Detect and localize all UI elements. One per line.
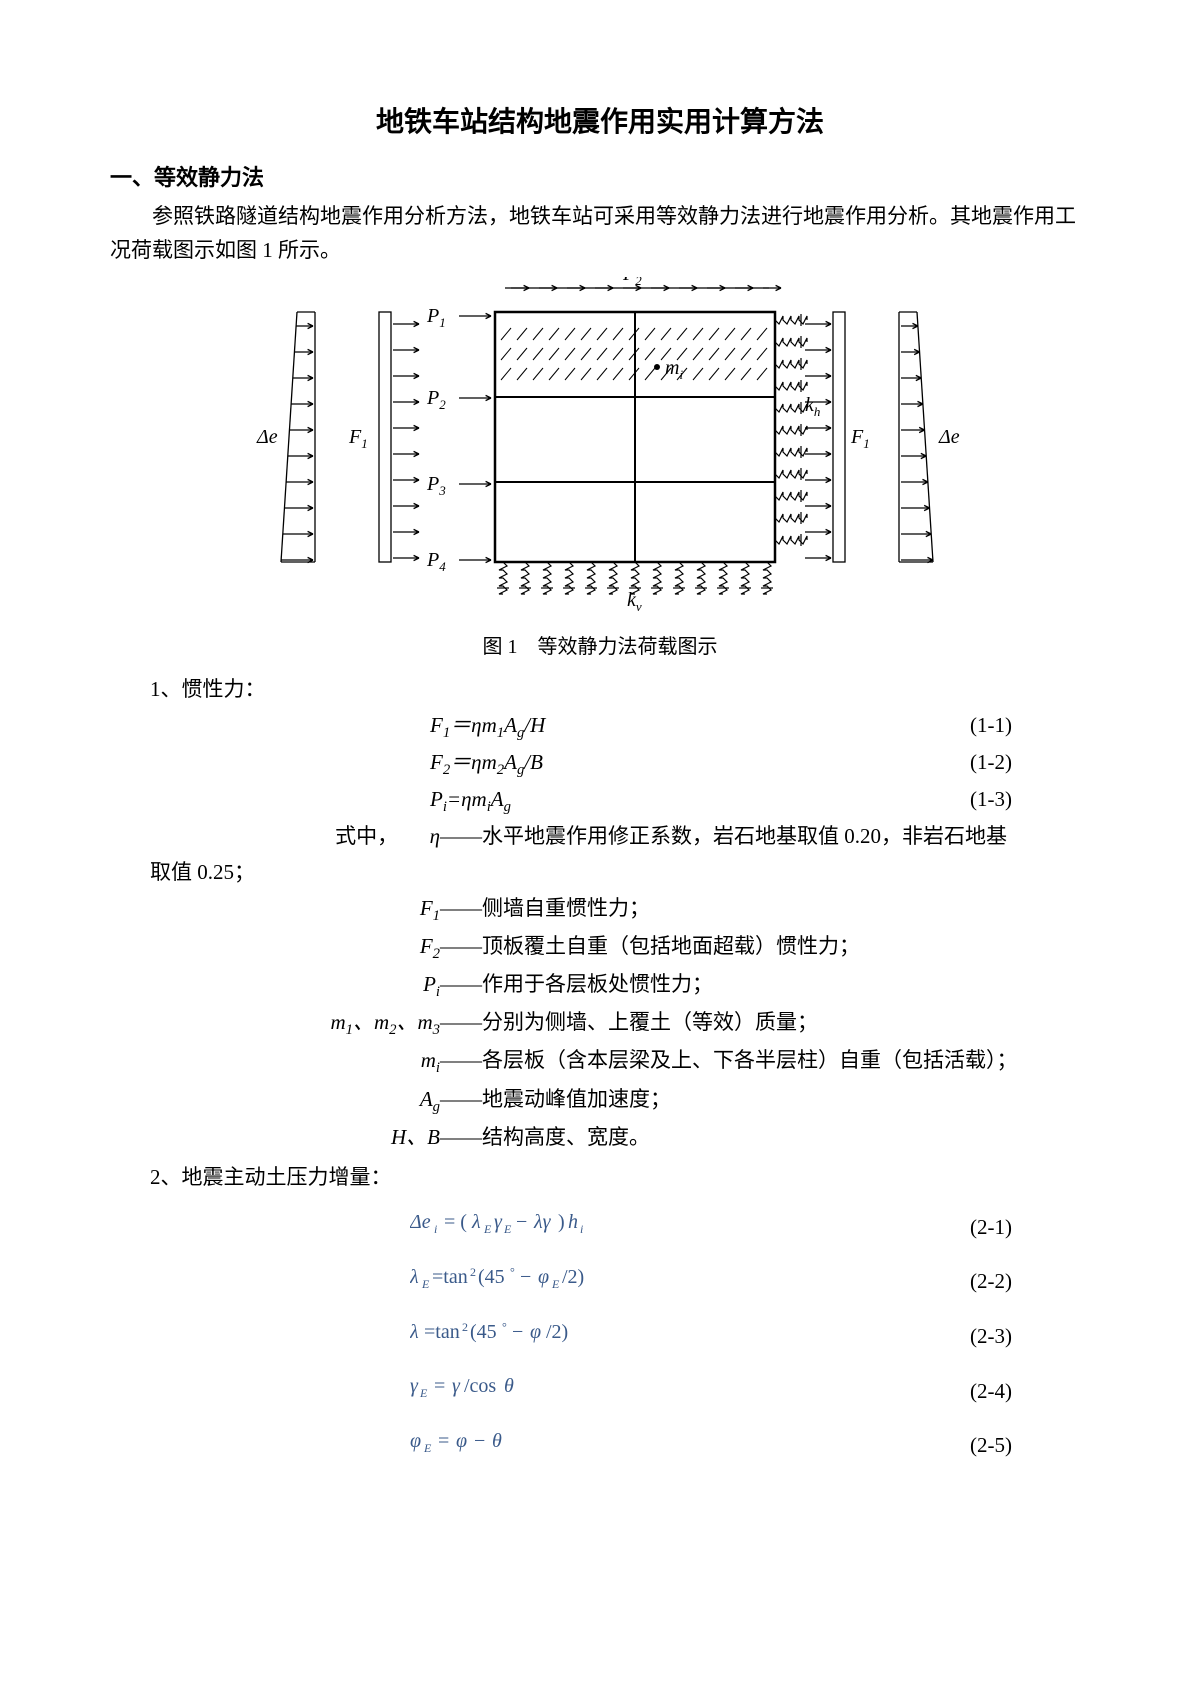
svg-text:/2): /2) [562, 1266, 584, 1288]
equation-number: (1-2) [970, 746, 1090, 780]
svg-text:=: = [438, 1430, 449, 1452]
svg-text:Δe: Δe [410, 1211, 431, 1233]
figure-1: mi kv kh F2 P1 P2 P3 P4 F1 Δe F1 Δe [110, 277, 1090, 622]
svg-text:−: − [474, 1430, 485, 1452]
svg-text:E: E [551, 1277, 560, 1290]
equation-body: F1＝ηm1Ag/H [430, 709, 970, 746]
svg-text:−: − [516, 1211, 527, 1233]
svg-text:P4: P4 [426, 549, 446, 574]
equation-row: F1＝ηm1Ag/H(1-1) [110, 709, 1090, 746]
equation-body: λE=tan2(45°−φE/2) [410, 1264, 970, 1301]
svg-text:Δe: Δe [938, 426, 960, 448]
equation-body: F2＝ηm2Ag/B [430, 746, 970, 783]
svg-text:2: 2 [462, 1320, 468, 1334]
where-line: mi——各层板（含本层梁及上、下各半层柱）自重（包括活载）； [180, 1043, 1090, 1081]
svg-text:E: E [483, 1222, 492, 1235]
where-line: F2——顶板覆土自重（包括地面超载）惯性力； [180, 929, 1090, 967]
equation-number: (2-3) [970, 1320, 1090, 1354]
svg-text:Δe: Δe [256, 426, 278, 448]
where-line: F1——侧墙自重惯性力； [180, 891, 1090, 929]
where-line: m1、m2、m3——分别为侧墙、上覆土（等效）质量； [180, 1005, 1090, 1043]
svg-text:λ: λ [471, 1211, 481, 1233]
section-1-heading: 一、等效静力法 [110, 160, 1090, 192]
equation-number: (2-1) [970, 1211, 1090, 1245]
svg-text:mi: mi [665, 357, 683, 382]
equation-number: (2-2) [970, 1265, 1090, 1299]
svg-text:λ: λ [410, 1321, 419, 1343]
equation-row: γE=γ/cosθ(2-4) [110, 1373, 1090, 1410]
svg-text:E: E [423, 1441, 432, 1454]
equation-body: Pi=ηmiAg [430, 783, 970, 820]
svg-text:−: − [512, 1321, 523, 1343]
equations-pressure: Δei= (λEγE−λγ)hi(2-1)λE=tan2(45°−φE/2)(2… [110, 1209, 1090, 1464]
svg-text:(45: (45 [478, 1266, 505, 1288]
svg-text:E: E [419, 1386, 428, 1399]
where-block: 式中， η——水平地震作用修正系数，岩石地基取值 0.20，非岩石地基取值 0.… [110, 819, 1090, 1155]
svg-text:=: = [434, 1375, 445, 1397]
svg-text:/2): /2) [546, 1321, 568, 1343]
where-line: Ag——地震动峰值加速度； [180, 1082, 1090, 1120]
equation-row: φE=φ−θ(2-5) [110, 1428, 1090, 1465]
page-title: 地铁车站结构地震作用实用计算方法 [110, 100, 1090, 140]
svg-text:P2: P2 [426, 387, 446, 412]
section-1-paragraph: 参照铁路隧道结构地震作用分析方法，地铁车站可采用等效静力法进行地震作用分析。其地… [110, 200, 1090, 267]
equation-row: λ=tan2(45 °−φ/2) (2-3) [110, 1319, 1090, 1356]
svg-text:F1: F1 [850, 426, 870, 451]
figure-1-svg: mi kv kh F2 P1 P2 P3 P4 F1 Δe F1 Δe [240, 277, 960, 617]
equations-inertial: F1＝ηm1Ag/H(1-1)F2＝ηm2Ag/B(1-2)Pi=ηmiAg(1… [110, 709, 1090, 819]
svg-text:P3: P3 [426, 473, 446, 498]
svg-text:F1: F1 [348, 426, 368, 451]
equation-row: Pi=ηmiAg(1-3) [110, 783, 1090, 820]
subhead-inertial: 1、惯性力： [150, 673, 1090, 703]
svg-text:°: ° [502, 1320, 507, 1334]
equation-body: Δei= (λEγE−λγ)hi [410, 1209, 970, 1246]
equation-body: λ=tan2(45 °−φ/2) [410, 1319, 970, 1356]
svg-text:h: h [568, 1211, 578, 1233]
svg-text:): ) [558, 1211, 565, 1233]
svg-text:kv: kv [627, 589, 642, 614]
svg-text:λ: λ [410, 1266, 419, 1288]
svg-text:γ: γ [452, 1375, 461, 1397]
equation-body: γE=γ/cosθ [410, 1373, 970, 1410]
svg-text:φ: φ [410, 1430, 421, 1452]
svg-text:= (: = ( [444, 1211, 467, 1233]
subhead-pressure: 2、地震主动土压力增量： [150, 1161, 1090, 1191]
figure-1-caption: 图 1 等效静力法荷载图示 [110, 630, 1090, 659]
svg-text:i: i [434, 1222, 437, 1235]
svg-text:−: − [520, 1266, 531, 1288]
svg-text:θ: θ [504, 1375, 514, 1397]
svg-text:P1: P1 [426, 305, 446, 330]
svg-text:E: E [503, 1222, 512, 1235]
svg-text:=tan: =tan [432, 1266, 468, 1288]
svg-text:φ: φ [530, 1321, 541, 1343]
svg-text:λγ: λγ [533, 1211, 552, 1233]
where-line: 式中， η——水平地震作用修正系数，岩石地基取值 0.20，非岩石地基 [180, 819, 1090, 855]
equation-row: F2＝ηm2Ag/B(1-2) [110, 746, 1090, 783]
svg-text:γ: γ [494, 1211, 503, 1233]
svg-text:θ: θ [492, 1430, 502, 1452]
equation-body: φE=φ−θ [410, 1428, 970, 1465]
equation-number: (1-3) [970, 783, 1090, 817]
svg-text:/cos: /cos [464, 1375, 496, 1397]
equation-number: (1-1) [970, 709, 1090, 743]
svg-text:i: i [580, 1222, 583, 1235]
svg-text:=tan: =tan [424, 1321, 460, 1343]
equation-number: (2-4) [970, 1375, 1090, 1409]
svg-text:2: 2 [470, 1265, 476, 1279]
where-line: Pi——作用于各层板处惯性力； [180, 967, 1090, 1005]
svg-text:φ: φ [538, 1266, 549, 1288]
equation-row: λE=tan2(45°−φE/2)(2-2) [110, 1264, 1090, 1301]
svg-text:γ: γ [410, 1375, 419, 1397]
svg-text:F2: F2 [622, 277, 642, 288]
svg-text:kh: kh [805, 394, 820, 419]
equation-row: Δei= (λEγE−λγ)hi(2-1) [110, 1209, 1090, 1246]
svg-text:(45: (45 [470, 1321, 497, 1343]
svg-text:°: ° [510, 1265, 515, 1279]
svg-text:E: E [421, 1277, 430, 1290]
equation-number: (2-5) [970, 1429, 1090, 1463]
where-line-cont: 取值 0.25； [150, 855, 1090, 891]
where-line: H、B——结构高度、宽度。 [180, 1120, 1090, 1156]
svg-text:φ: φ [456, 1430, 467, 1452]
